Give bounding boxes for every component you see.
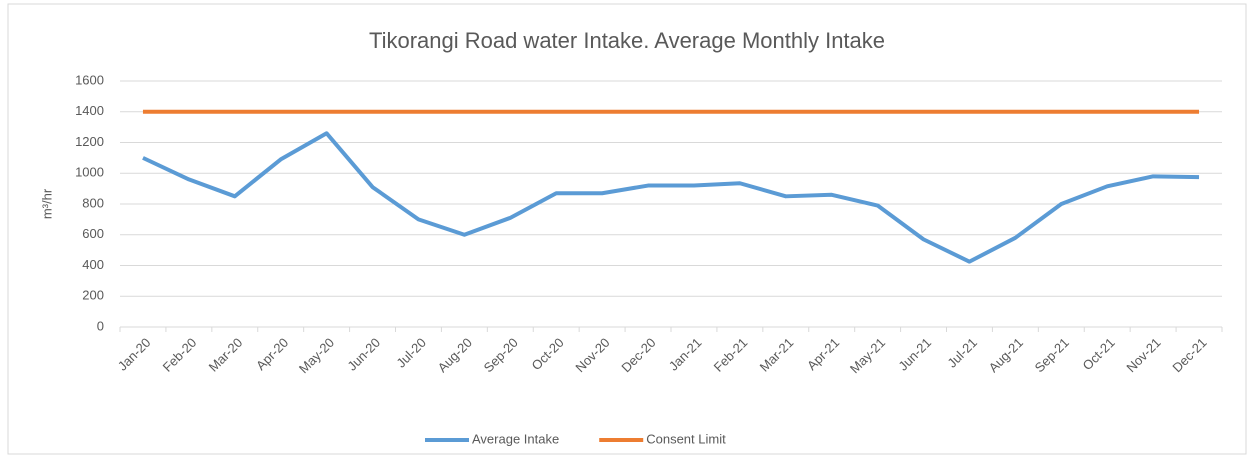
y-tick-label: 1000 [75, 165, 104, 180]
series-line [142, 131, 1200, 264]
y-tick-label: 0 [97, 318, 104, 333]
legend-label: Average Intake [472, 431, 559, 446]
y-tick-label: 600 [82, 226, 104, 241]
y-axis-label: m³/hr [39, 188, 54, 219]
legend-label: Consent Limit [646, 431, 726, 446]
chart-frame [7, 3, 1247, 455]
y-tick-label: 1600 [75, 72, 104, 87]
y-tick-label: 800 [82, 195, 104, 210]
y-tick-label: 400 [82, 257, 104, 272]
y-tick-label: 1400 [75, 103, 104, 118]
y-tick-label: 200 [82, 288, 104, 303]
chart-title: Tikorangi Road water Intake. Average Mon… [369, 28, 885, 53]
y-tick-label: 1200 [75, 134, 104, 149]
